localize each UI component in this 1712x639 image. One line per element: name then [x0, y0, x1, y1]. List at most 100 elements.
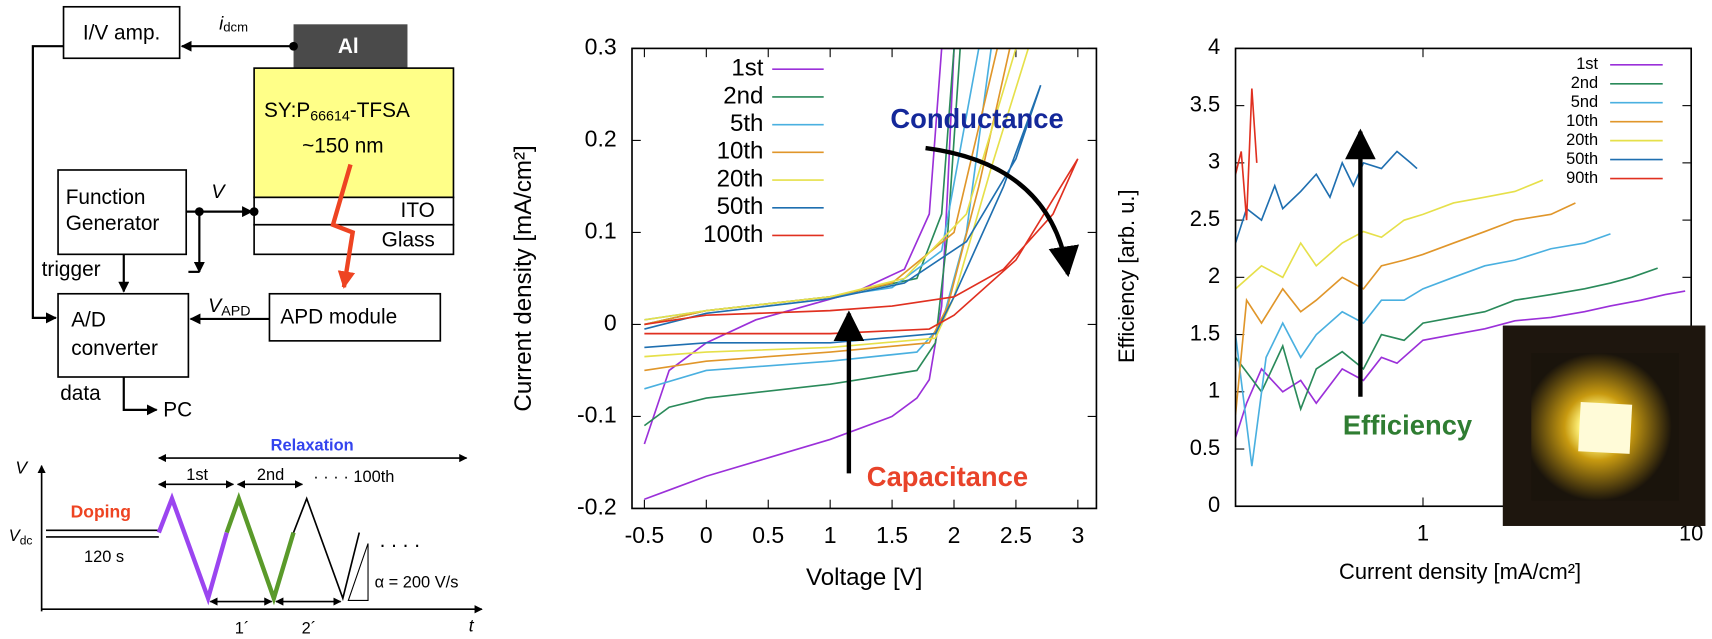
glass-label: Glass: [382, 229, 435, 252]
y-tick-label: 1.5: [1190, 320, 1220, 345]
legend-label: 1st: [1576, 55, 1598, 73]
plot-frame: [631, 47, 1098, 510]
legend-label: 100th: [703, 221, 763, 248]
cycle-label: 1st: [186, 466, 208, 484]
y-axis-title: Current density [mA/cm²]: [510, 145, 537, 411]
later-cycle: [292, 496, 361, 602]
y-tick-label: 0.1: [585, 217, 617, 243]
x-tick-label: 3: [1071, 522, 1084, 548]
y-tick-label: -0.1: [577, 402, 617, 428]
al-electrode: [293, 24, 408, 69]
axis-label: V: [15, 458, 29, 478]
x-tick-label: 0: [700, 522, 713, 548]
y-tick-label: 3: [1208, 149, 1220, 174]
junction: [249, 207, 259, 216]
x-tick-label: 0.5: [752, 522, 784, 548]
x-tick-label: 1: [1417, 521, 1429, 546]
iv-amp-box: [62, 5, 181, 60]
second-cycle: [224, 492, 296, 606]
y-tick-label: 0.5: [1190, 435, 1220, 460]
annotation: Conductance: [890, 103, 1063, 134]
voltage-label: V: [211, 181, 226, 203]
al-label: Al: [338, 35, 359, 58]
y-tick-label: 0.3: [585, 33, 617, 59]
legend-label: 10th: [1566, 112, 1598, 130]
legend-label: 10th: [717, 138, 764, 165]
y-tick-label: 2: [1208, 263, 1220, 288]
arrow: [925, 145, 1080, 278]
apd-voltage-subscript: APD: [221, 303, 250, 319]
adc-label: converter: [71, 337, 158, 360]
series-line: [1235, 290, 1686, 438]
x-axis-title: Current density [mA/cm²]: [1339, 559, 1581, 584]
series-line: [1235, 179, 1544, 290]
x-tick-label: 1: [824, 522, 837, 548]
series-line: [1235, 202, 1576, 415]
axis-label: t: [469, 615, 475, 635]
relaxation-label: Relaxation: [271, 436, 354, 454]
series-group: [1235, 88, 1686, 467]
layer-label: SY:P66614-TFSA: [264, 98, 410, 124]
y-tick-label: 0: [1208, 492, 1220, 517]
current-subscript: dcm: [223, 20, 248, 35]
hold-label: 120 s: [84, 548, 124, 566]
y-tick-label: 0: [604, 310, 617, 336]
efficiency-chart: 1 1000.511.522.533.541st2nd5nd10th20th50t…: [1114, 34, 1703, 584]
annotation: Efficiency: [1343, 410, 1473, 441]
ito-layer: [253, 196, 455, 226]
period-label: 1´: [235, 619, 250, 637]
current-symbol: i: [219, 12, 224, 33]
legend-label: 50th: [717, 193, 764, 220]
x-tick-label: 1.5: [876, 522, 908, 548]
plot-frame: [1234, 47, 1693, 508]
series-line: [644, 48, 1030, 358]
series-line: [1235, 233, 1611, 467]
waveform: V t Vdc Doping 120 s . . . . α = 200 V/s…: [9, 436, 483, 637]
y-tick-label: 4: [1208, 34, 1220, 59]
layer-subscript: 66614: [310, 108, 350, 124]
period-label: 2´: [302, 619, 317, 637]
pc-label: PC: [163, 398, 192, 421]
schematic: I/V amp. Al idcm SY:P66614-TFSA ~150 nm …: [31, 5, 455, 421]
y-axis-title: Efficiency [arb. u.]: [1114, 189, 1139, 363]
junction: [289, 41, 298, 51]
apd-voltage-label: VAPD: [208, 295, 250, 319]
vdc-symbol: V: [9, 527, 22, 545]
iv-chart: -0.5 0 0.5 1 1.5 2 2.5 3 -0.2 -0.1 0 0.1 0.2 0.3 1st2n…: [510, 33, 1098, 591]
y-tick-label: 0.2: [585, 125, 617, 151]
legend-label: 1st: [731, 55, 763, 82]
function-generator-label: Function: [66, 186, 146, 209]
apd-voltage-symbol: V: [208, 295, 223, 317]
more-cycles: . . . .: [380, 529, 420, 552]
data-label: data: [60, 382, 101, 405]
adc-box: [57, 292, 190, 378]
iv-amp-label: I/V amp.: [83, 22, 160, 45]
series-line: [644, 48, 1011, 372]
ito-label: ITO: [401, 199, 435, 222]
legend-label: 90th: [1566, 169, 1598, 187]
trigger-label: trigger: [42, 258, 101, 281]
x-tick-label: 2.5: [1000, 522, 1032, 548]
x-tick-label: 2: [948, 522, 961, 548]
light-emission: [330, 163, 356, 289]
cycle-label: 2nd: [257, 466, 284, 484]
amp-wire: [31, 45, 64, 324]
annotation: Capacitance: [867, 461, 1028, 492]
series-group: [643, 48, 1079, 501]
series-line: [644, 84, 1042, 349]
layer-name: SY:P: [264, 98, 310, 121]
emitting-pixel: [1578, 402, 1633, 454]
active-layer: [253, 67, 455, 199]
series-line: [1235, 267, 1658, 412]
x-axis-title: Voltage [V]: [806, 564, 922, 591]
vdc-label: Vdc: [9, 527, 33, 547]
rate-label: α = 200 V/s: [375, 573, 459, 591]
data-wire: [122, 377, 158, 416]
y-tick-label: -0.2: [577, 494, 617, 520]
doping-label: Doping: [71, 501, 131, 521]
adc-label: A/D: [71, 309, 106, 332]
x-tick-label: -0.5: [625, 522, 665, 548]
legend-label: 5nd: [1571, 93, 1598, 111]
series-line: [1235, 150, 1418, 244]
